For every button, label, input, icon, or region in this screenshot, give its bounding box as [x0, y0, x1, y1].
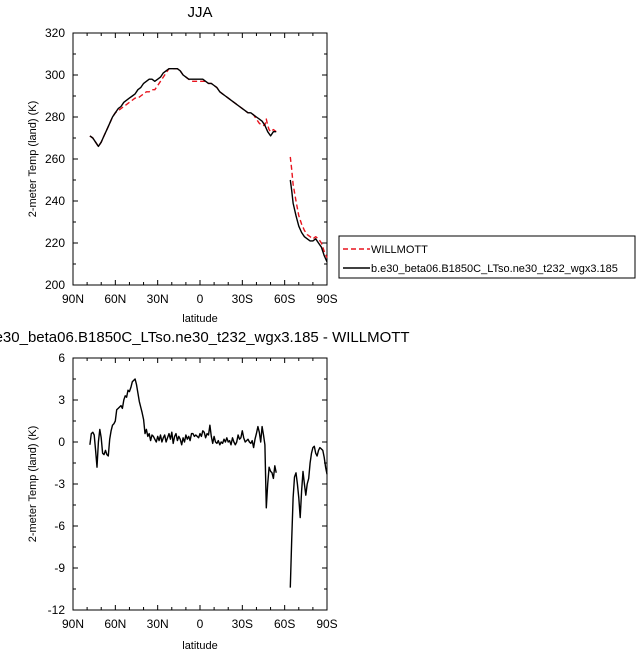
legend-label-2: b.e30_beta06.B1850C_LTso.ne30_t232_wgx3.… — [371, 263, 618, 275]
x-tick-label: 0 — [197, 292, 204, 306]
x-tick-label: 30S — [232, 292, 253, 306]
x-tick-label: 90S — [316, 292, 337, 306]
series-line-1-segment-1 — [89, 378, 277, 509]
legend: WILLMOTT b.e30_beta06.B1850C_LTso.ne30_t2… — [338, 235, 636, 279]
chart-title: .e30_beta06.B1850C_LTso.ne30_t232_wgx3.1… — [0, 329, 410, 346]
chart-title: JJA — [187, 4, 212, 21]
x-tick-label: 30S — [232, 617, 253, 631]
y-tick-label: -3 — [54, 477, 65, 491]
x-tick-label: 0 — [197, 617, 204, 631]
x-tick-label: 60S — [274, 292, 295, 306]
chart-2: .e30_beta06.B1850C_LTso.ne30_t232_wgx3.1… — [0, 329, 410, 652]
plot-frame — [72, 32, 328, 286]
y-axis-label: 2-meter Temp (land) (K) — [27, 426, 39, 543]
x-tick-label: 60N — [104, 292, 126, 306]
series-line-1-segment-1 — [89, 67, 277, 148]
y-tick-label: 0 — [58, 435, 65, 449]
y-tick-label: 300 — [45, 68, 65, 82]
series-line-1-segment-2 — [289, 445, 328, 588]
plot-frame — [72, 357, 328, 611]
y-tick-label: 320 — [45, 26, 65, 40]
chart-1: JJA 200 220 240 260 280 300 320 90N 60N 30N 0 30S 60S… — [27, 4, 636, 325]
series-line-2-segment-2 — [289, 179, 328, 263]
x-tick-label: 60N — [104, 617, 126, 631]
x-tick-label: 90N — [62, 617, 84, 631]
x-tick-label: 90S — [316, 617, 337, 631]
x-axis-label: latitude — [182, 313, 217, 325]
x-tick-label: 60S — [274, 617, 295, 631]
x-axis-label: latitude — [182, 640, 217, 652]
y-tick-label: 280 — [45, 110, 65, 124]
y-tick-label: 220 — [45, 236, 65, 250]
y-tick-label: 3 — [58, 393, 65, 407]
series-line-1-segment-2 — [289, 156, 328, 258]
y-tick-label: 200 — [45, 278, 65, 292]
x-tick-label: 30N — [147, 292, 169, 306]
y-tick-label: 240 — [45, 194, 65, 208]
y-tick-label: 260 — [45, 152, 65, 166]
y-tick-label: -6 — [54, 519, 65, 533]
y-tick-label: -9 — [54, 561, 65, 575]
x-tick-label: 90N — [62, 292, 84, 306]
series-line-2-segment-1 — [89, 67, 277, 148]
y-axis-label: 2-meter Temp (land) (K) — [27, 101, 39, 218]
legend-label-1: WILLMOTT — [371, 244, 428, 256]
y-tick-label: 6 — [58, 351, 65, 365]
legend-box — [338, 235, 636, 279]
x-tick-label: 30N — [147, 617, 169, 631]
y-tick-label: -12 — [48, 603, 66, 617]
